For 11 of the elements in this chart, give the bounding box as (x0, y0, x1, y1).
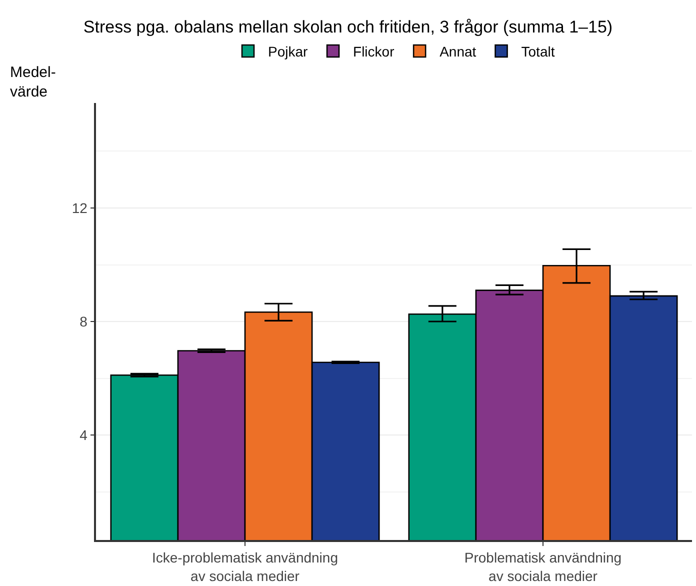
chart-title: Stress pga. obalans mellan skolan och fritiden, 3 frågor (summa 1–15) (83, 17, 613, 36)
legend-label: Pojkar (268, 43, 308, 60)
x-tick-label: Icke-problematisk användning av sociala medier (152, 550, 338, 584)
x-tick-label: Problematisk användning av sociala medier (464, 550, 622, 584)
y-tick-label: 12 (72, 200, 88, 216)
legend-label: Totalt (521, 43, 555, 60)
y-axis-title: Medel-värde (10, 64, 56, 100)
legend-label: Annat (440, 43, 476, 60)
y-tick-label: 4 (80, 426, 88, 443)
legend-label: Flickor (353, 43, 395, 60)
y-tick-label: 8 (80, 313, 88, 330)
